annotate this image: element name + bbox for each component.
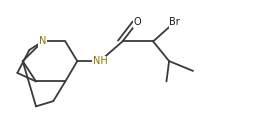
Text: N: N (39, 36, 46, 46)
Text: Br: Br (169, 17, 180, 27)
Text: O: O (133, 17, 141, 27)
Text: NH: NH (93, 56, 107, 66)
